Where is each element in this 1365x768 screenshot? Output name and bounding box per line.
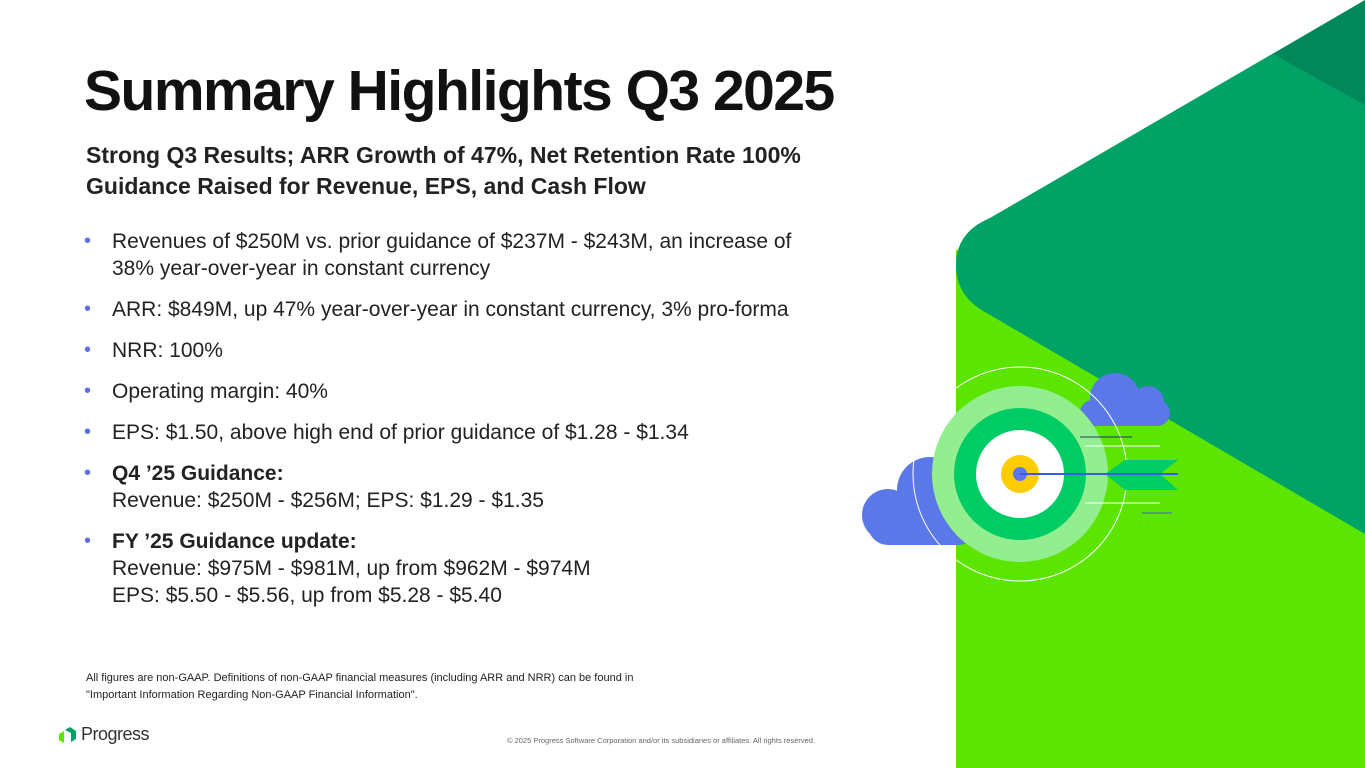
highlights-list: • Revenues of $250M vs. prior guidance of… [84, 228, 914, 623]
arrow-icon [1020, 436, 1178, 514]
list-item: • Revenues of $250M vs. prior guidance of… [84, 228, 914, 282]
subtitle-line: Strong Q3 Results; ARR Growth of 47%, Ne… [86, 142, 801, 168]
bullet-text: Revenue: $250M - $256M; EPS: $1.29 - $1.… [112, 489, 544, 512]
bullet-icon: • [84, 298, 92, 320]
bullet-text: 38% year-over-year in constant currency [112, 257, 491, 280]
cloud-icon [1080, 373, 1170, 426]
list-item: • Operating margin: 40% [84, 378, 914, 405]
footnote: All figures are non-GAAP. Definitions of… [86, 670, 633, 704]
green-panel [956, 0, 1365, 534]
footnote-line: "Important Information Regarding Non-GAA… [86, 689, 418, 701]
progress-logo: Progress [57, 724, 150, 745]
subtitle: Strong Q3 Results; ARR Growth of 47%, Ne… [86, 140, 801, 202]
progress-logo-icon [59, 726, 76, 743]
bullet-icon: • [84, 380, 92, 402]
dark-green-corner [1273, 0, 1365, 105]
bullet-icon: • [84, 230, 92, 252]
copyright: © 2025 Progress Software Corporation and… [507, 736, 816, 745]
bullet-text: Operating margin: 40% [112, 380, 328, 403]
list-item: • Q4 ’25 Guidance: Revenue: $250M - $256M;… [84, 460, 914, 514]
bullet-heading: Q4 ’25 Guidance: [112, 462, 284, 485]
footnote-line: All figures are non-GAAP. Definitions of… [86, 672, 634, 684]
logo-text: Progress [81, 724, 150, 744]
list-item: • ARR: $849M, up 47% year-over-year in co… [84, 296, 914, 323]
bullet-text: ARR: $849M, up 47% year-over-year in con… [112, 298, 789, 321]
bullet-icon: • [84, 339, 92, 361]
bullet-text: Revenue: $975M - $981M, up from $962M - … [112, 557, 591, 580]
list-item: • NRR: 100% [84, 337, 914, 364]
bullet-text: EPS: $1.50, above high end of prior guid… [112, 421, 689, 444]
bullet-text: EPS: $5.50 - $5.56, up from $5.28 - $5.4… [112, 584, 502, 607]
bullet-text: Revenues of $250M vs. prior guidance of … [112, 230, 792, 253]
bullet-text: NRR: 100% [112, 339, 223, 362]
list-item: • FY ’25 Guidance update: Revenue: $975M -… [84, 528, 914, 609]
bullet-heading: FY ’25 Guidance update: [112, 530, 357, 553]
bullet-icon: • [84, 462, 92, 484]
bullet-icon: • [84, 421, 92, 443]
bullet-icon: • [84, 530, 92, 552]
list-item: • EPS: $1.50, above high end of prior gui… [84, 419, 914, 446]
page-title: Summary Highlights Q3 2025 [84, 59, 835, 123]
subtitle-line: Guidance Raised for Revenue, EPS, and Ca… [86, 173, 646, 199]
